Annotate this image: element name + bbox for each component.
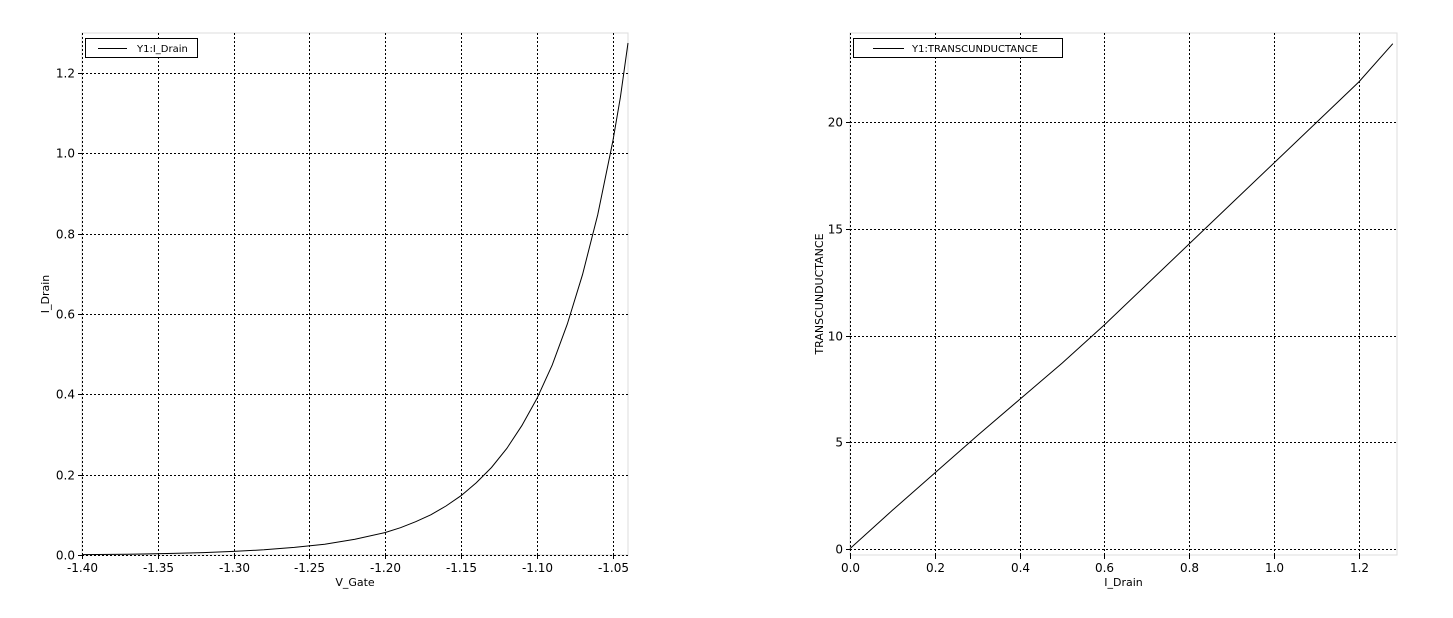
chart-2: 0.0 0.2 0.4 0.6 0.8 1.0 1.2 0 5 10 15 20 I_Drain TRAN…	[813, 32, 1398, 589]
x-tick-label: 0.0	[841, 561, 860, 575]
y-tick-label: 0.2	[56, 469, 75, 483]
legend-label: Y1:TRANSCUNDUCTANCE	[911, 44, 1038, 55]
y-tick-label: 1.0	[56, 147, 75, 161]
legend-box	[853, 38, 1063, 58]
x-tick-label: 0.6	[1095, 561, 1114, 575]
series-line-1	[849, 43, 1394, 549]
x-tick-label: -1.10	[522, 561, 553, 575]
y-tick-label: 5	[835, 436, 843, 450]
x-tick-label: 0.4	[1011, 561, 1030, 575]
y-tick-label: 15	[828, 223, 843, 237]
legend-box	[85, 38, 198, 58]
x-tick-label: 1.2	[1350, 561, 1369, 575]
plot-frame	[849, 32, 1398, 556]
y-tick-label: 0.0	[56, 549, 75, 563]
y-tick-label: 20	[828, 116, 843, 130]
y-tick-label: 0.8	[56, 228, 75, 242]
x-axis-label: I_Drain	[1104, 576, 1143, 589]
x-tick-label: -1.40	[67, 561, 98, 575]
x-tick-label: 0.8	[1180, 561, 1199, 575]
y-axis-label: I_Drain	[39, 275, 52, 314]
plot-frame	[81, 32, 629, 556]
legend: Y1:TRANSCUNDUCTANCE	[853, 38, 1063, 58]
chart-1: -1.40 -1.35 -1.30 -1.25 -1.20 -1.15 -1.10 -1.05…	[39, 32, 629, 589]
x-tick-label: -1.30	[219, 561, 250, 575]
x-tick-label: -1.05	[598, 561, 629, 575]
y-tick-label: 0.4	[56, 388, 75, 402]
y-tick-label: 10	[828, 330, 843, 344]
y-tick-label: 1.2	[56, 67, 75, 81]
x-tick-label: 0.2	[926, 561, 945, 575]
x-tick-label: 1.0	[1265, 561, 1284, 575]
y-axis-label: TRANSCUNDUCTANCE	[813, 233, 826, 355]
y-tick-label: 0	[835, 543, 843, 557]
x-axis-label: V_Gate	[335, 576, 375, 589]
x-tick-label: -1.35	[143, 561, 174, 575]
series-line-1	[81, 42, 629, 556]
x-tick-label: -1.15	[446, 561, 477, 575]
x-tick-label: -1.25	[294, 561, 325, 575]
y-tick-label: 0.6	[56, 308, 75, 322]
legend-label: Y1:I_Drain	[136, 44, 188, 55]
legend: Y1:I_Drain	[85, 38, 198, 58]
x-tick-label: -1.20	[370, 561, 401, 575]
